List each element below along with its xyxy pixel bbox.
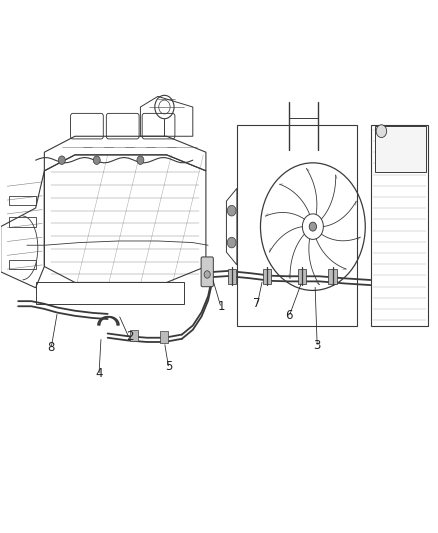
Circle shape [58,156,65,165]
FancyBboxPatch shape [201,257,213,287]
Text: 1: 1 [217,300,225,313]
Bar [263,269,272,284]
Bar [328,269,337,284]
Circle shape [137,156,144,165]
Bar [297,269,306,284]
Circle shape [309,222,317,231]
Circle shape [227,237,236,248]
Text: 5: 5 [165,360,173,373]
Bar [160,332,168,343]
Bar [10,217,35,227]
Text: 3: 3 [314,338,321,352]
Bar [228,269,237,284]
Bar [10,196,35,205]
Circle shape [93,156,100,165]
Circle shape [227,205,236,216]
Circle shape [204,271,210,278]
Bar [10,260,35,269]
Polygon shape [375,126,426,172]
Text: 7: 7 [253,297,261,310]
Text: 6: 6 [285,309,293,322]
Text: 8: 8 [47,341,55,354]
Text: 2: 2 [126,330,133,343]
Circle shape [376,125,387,138]
Bar [130,330,138,342]
Text: 4: 4 [95,367,102,381]
